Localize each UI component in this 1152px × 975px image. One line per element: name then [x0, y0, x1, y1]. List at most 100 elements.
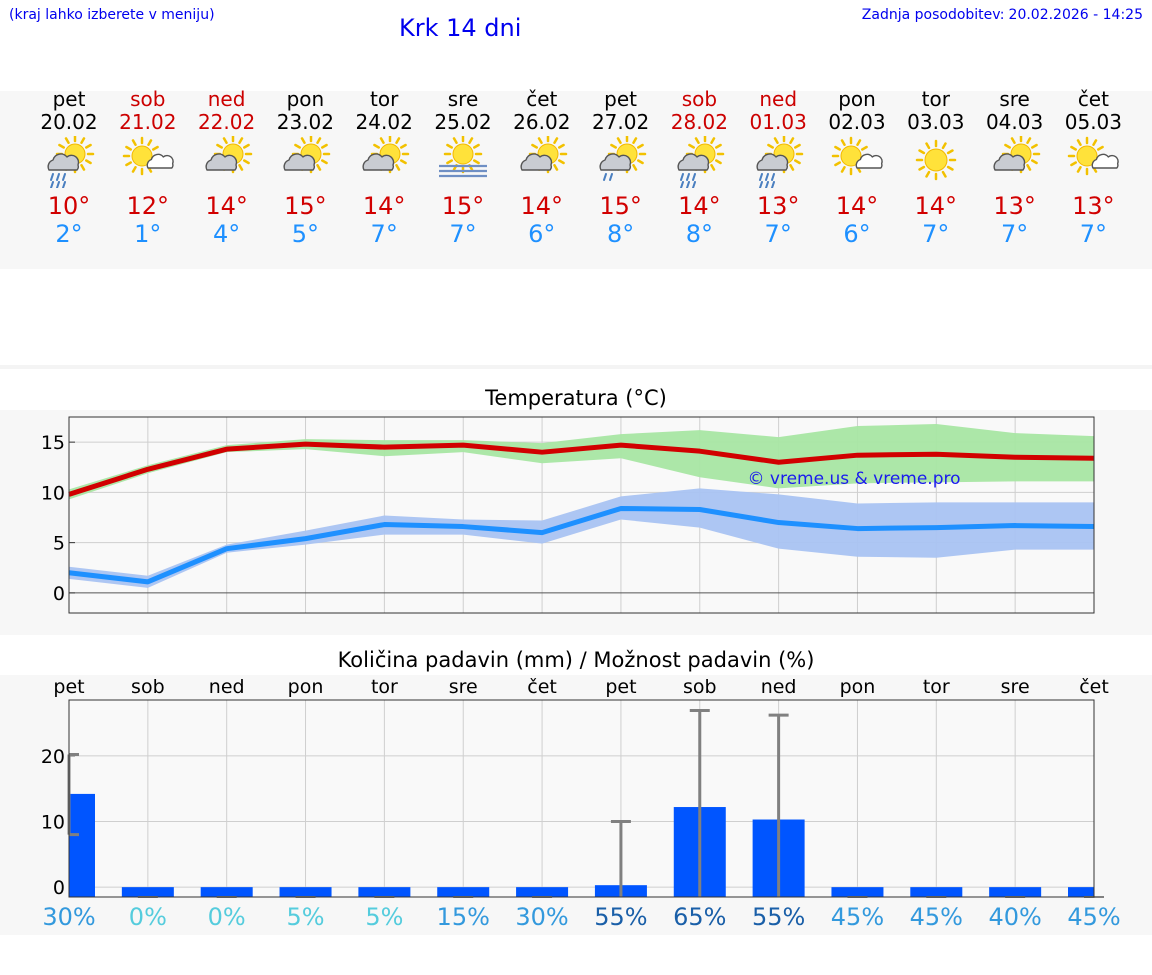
page-title: Krk 14 dni: [399, 14, 522, 42]
day-date: 26.02: [513, 110, 571, 134]
partly-cloudy-rain-icon: [677, 136, 725, 188]
day-date: 24.02: [355, 110, 413, 134]
day-date: 05.03: [1064, 110, 1123, 134]
precipitation-probability: 5%: [286, 903, 325, 931]
updated-value: 20.02.2026 - 14:25: [1008, 7, 1143, 23]
day-name: pon: [838, 87, 876, 111]
day-name: sob: [681, 87, 718, 111]
day-forecast: sob 28.02 14° 8°: [659, 87, 739, 249]
sun-cloud-icon: [831, 136, 883, 176]
day-name: pon: [286, 87, 325, 111]
precipitation-probability: 5%: [365, 903, 404, 931]
day-forecast: čet 05.03 13° 7°: [1053, 87, 1133, 249]
min-temperature: 7°: [1000, 220, 1029, 248]
precipitation-probability: 15%: [436, 903, 490, 931]
day-date: 02.03: [828, 110, 886, 134]
precipitation-probability: 40%: [988, 903, 1042, 931]
temperature-chart-title: Temperatura (°C): [485, 386, 667, 410]
precipitation-probability: 65%: [673, 903, 727, 931]
max-temperature: 14°: [835, 192, 879, 220]
max-temperature: 13°: [1072, 192, 1115, 220]
min-temperature: 7°: [764, 220, 792, 248]
day-name: sob: [130, 87, 166, 111]
day-forecast: ned 01.03 13° 7°: [738, 87, 818, 249]
max-temperature: 14°: [914, 192, 958, 220]
day-date: 01.03: [749, 110, 807, 134]
daily-forecast-band: [0, 91, 1152, 269]
day-date: 23.02: [276, 110, 335, 134]
min-temperature: 7°: [449, 220, 477, 248]
min-temperature: 8°: [685, 220, 714, 248]
partly-cloudy-icon: [362, 136, 410, 174]
max-temperature: 14°: [678, 192, 721, 220]
precipitation-probability: 45%: [1067, 903, 1121, 931]
day-name: tor: [921, 87, 950, 111]
max-temperature: 15°: [441, 192, 485, 220]
precipitation-chart-title: Količina padavin (mm) / Možnost padavin …: [337, 648, 815, 672]
min-temperature: 7°: [1079, 220, 1108, 248]
precipitation-probability: 55%: [594, 903, 648, 931]
separator: [0, 365, 1152, 369]
last-updated: Zadnja posodobitev: 20.02.2026 - 14:25: [858, 7, 1143, 23]
partly-cloudy-light-rain-icon: [599, 136, 646, 181]
day-date: 22.02: [197, 110, 256, 134]
precipitation-probability: 0%: [207, 903, 246, 931]
precipitation-probability: 30%: [42, 903, 96, 931]
max-temperature: 13°: [756, 192, 800, 220]
day-forecast: pet 20.02 10° 2°: [29, 87, 109, 249]
day-date: 28.02: [670, 110, 729, 134]
min-temperature: 6°: [843, 220, 871, 248]
max-temperature: 15°: [599, 192, 642, 220]
partly-cloudy-rain-icon: [756, 136, 804, 188]
day-forecast: sob 21.02 12° 1°: [108, 87, 188, 249]
max-temperature: 13°: [993, 192, 1036, 220]
day-name: ned: [759, 87, 798, 111]
day-date: 25.02: [434, 110, 492, 134]
day-name: ned: [207, 87, 246, 111]
max-temperature: 14°: [205, 192, 248, 220]
max-temperature: 14°: [520, 192, 564, 220]
day-date: 27.02: [591, 110, 650, 134]
sun-cloud-icon: [1068, 136, 1120, 176]
min-temperature: 5°: [291, 220, 320, 248]
day-forecast: sre 04.03 13° 7°: [975, 87, 1055, 249]
sun-icon: [915, 139, 957, 181]
day-forecast: pon 02.03 14° 6°: [817, 87, 897, 249]
day-name: tor: [370, 87, 399, 111]
day-name: pet: [604, 87, 638, 111]
day-forecast: ned 22.02 14° 4°: [187, 87, 267, 249]
day-name: sre: [999, 87, 1030, 111]
partly-cloudy-icon: [283, 136, 331, 174]
max-temperature: 10°: [47, 192, 91, 220]
precipitation-probability: 45%: [909, 903, 963, 931]
day-name: čet: [1077, 87, 1109, 111]
partly-cloudy-icon: [205, 136, 252, 174]
precipitation-chart-background: [0, 675, 1152, 935]
min-temperature: 2°: [55, 220, 83, 248]
min-temperature: 6°: [528, 220, 556, 248]
day-forecast: čet 26.02 14° 6°: [502, 87, 582, 249]
day-name: pet: [52, 87, 86, 111]
day-date: 20.02: [40, 110, 98, 134]
day-forecast: pet 27.02 15° 8°: [581, 87, 661, 249]
day-date: 04.03: [985, 110, 1044, 134]
day-forecast: pon 23.02 15° 5°: [265, 87, 345, 249]
location-menu-hint: (kraj lahko izberete v meniju): [9, 7, 215, 23]
precipitation-probability: 55%: [751, 903, 806, 931]
min-temperature: 7°: [922, 220, 950, 248]
sun-cloud-icon: [122, 136, 174, 176]
day-forecast: sre 25.02 15° 7°: [423, 88, 503, 249]
day-date: 03.03: [907, 110, 965, 134]
max-temperature: 15°: [284, 192, 327, 220]
partly-cloudy-rain-icon: [47, 136, 95, 188]
sun-fog-icon: [439, 136, 487, 178]
day-date: 21.02: [119, 110, 177, 134]
min-temperature: 7°: [370, 220, 398, 248]
min-temperature: 4°: [212, 220, 241, 248]
max-temperature: 14°: [362, 192, 406, 220]
temperature-chart-background: [0, 410, 1152, 635]
partly-cloudy-icon: [520, 136, 568, 174]
day-name: čet: [526, 87, 558, 111]
updated-label: Zadnja posodobitev:: [861, 7, 1005, 23]
partly-cloudy-icon: [993, 136, 1040, 174]
